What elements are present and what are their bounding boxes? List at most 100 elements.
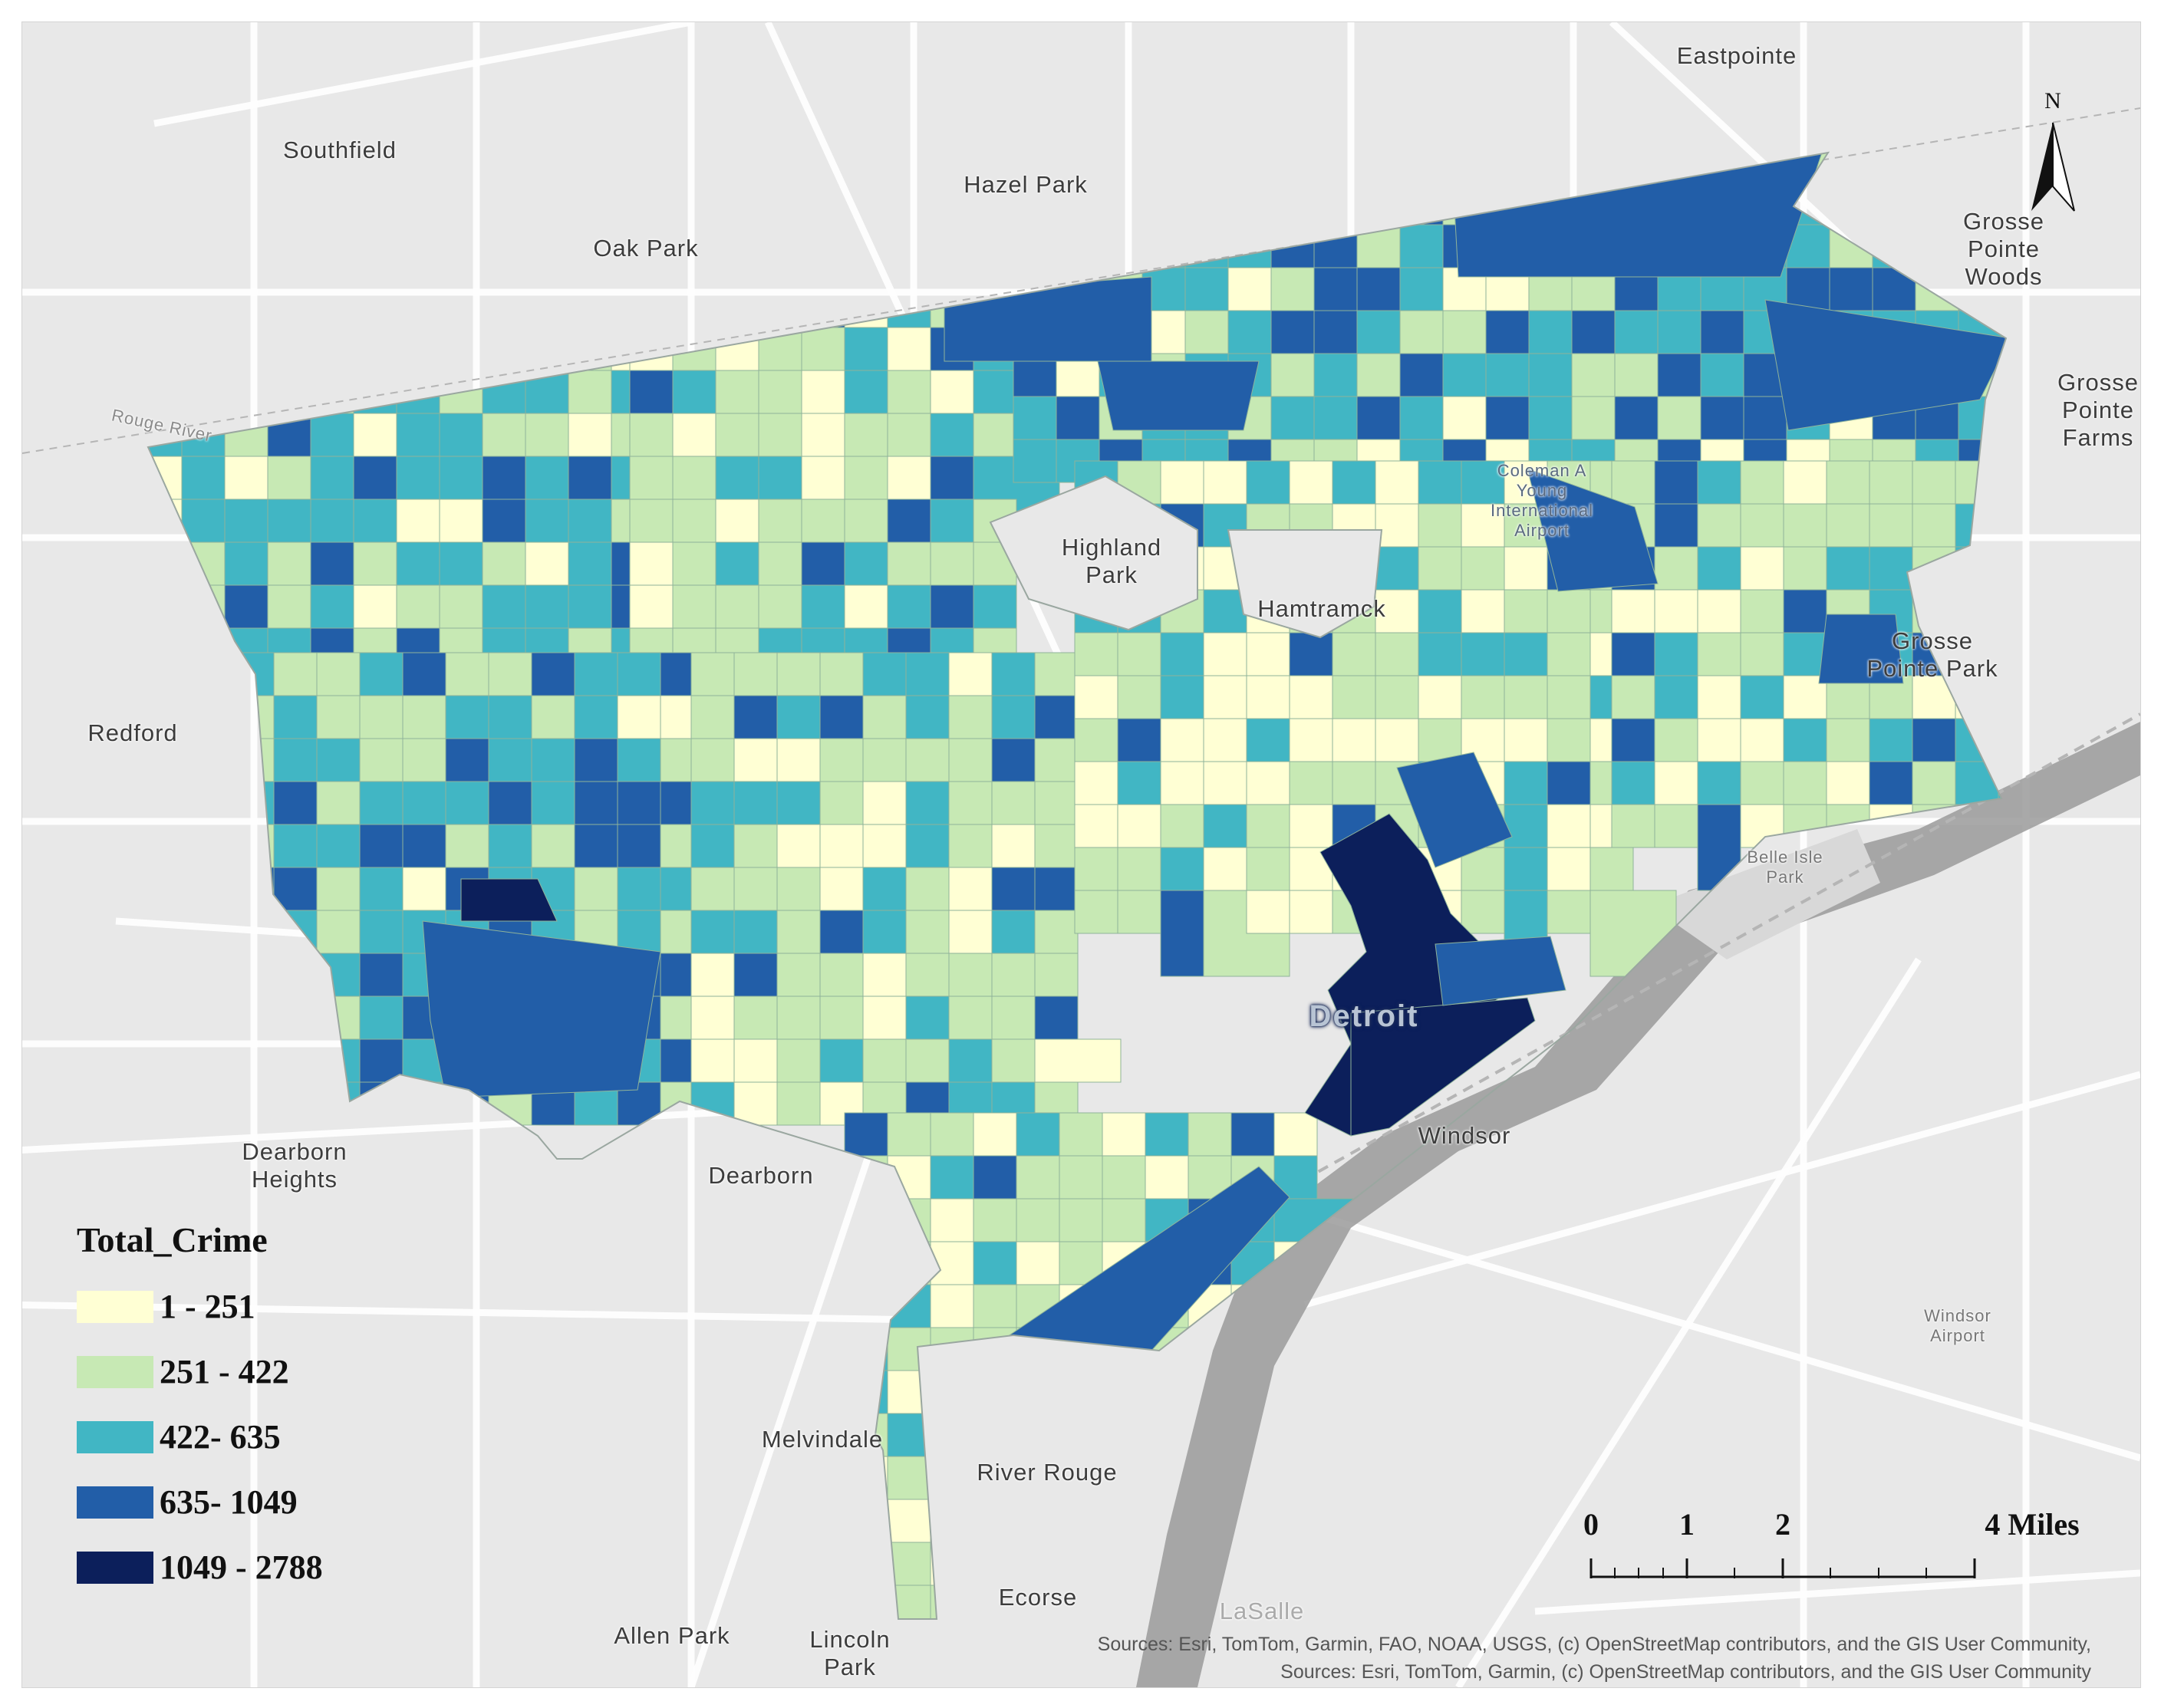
tract[interactable] bbox=[1117, 675, 1161, 719]
tract[interactable] bbox=[273, 738, 318, 782]
tract[interactable] bbox=[690, 996, 735, 1040]
tract[interactable] bbox=[948, 652, 993, 696]
tract[interactable] bbox=[402, 695, 446, 739]
tract[interactable] bbox=[733, 996, 778, 1040]
tract[interactable] bbox=[905, 1038, 950, 1083]
tract[interactable] bbox=[617, 695, 661, 739]
tract[interactable] bbox=[460, 878, 558, 922]
tract[interactable] bbox=[1203, 675, 1247, 719]
tract[interactable] bbox=[1697, 632, 1741, 676]
tract[interactable] bbox=[776, 781, 821, 825]
tract[interactable] bbox=[973, 1198, 1017, 1242]
tract[interactable] bbox=[844, 1456, 888, 1500]
tract[interactable] bbox=[844, 1327, 888, 1371]
tract[interactable] bbox=[776, 1038, 821, 1083]
tract[interactable] bbox=[1074, 761, 1118, 805]
tract[interactable] bbox=[396, 456, 440, 500]
tract[interactable] bbox=[690, 824, 735, 868]
tract[interactable] bbox=[1418, 718, 1462, 762]
tract[interactable] bbox=[359, 996, 404, 1040]
tract[interactable] bbox=[1915, 224, 1959, 268]
tract[interactable] bbox=[574, 824, 618, 868]
tract[interactable] bbox=[525, 327, 569, 371]
tract[interactable] bbox=[139, 627, 183, 672]
tract[interactable] bbox=[1435, 936, 1566, 1006]
tract[interactable] bbox=[1102, 1585, 1146, 1628]
tract[interactable] bbox=[1102, 1542, 1146, 1586]
tract[interactable] bbox=[1141, 139, 1229, 183]
tract[interactable] bbox=[1313, 267, 1358, 311]
tract[interactable] bbox=[439, 456, 483, 500]
tract[interactable] bbox=[1016, 1499, 1060, 1543]
tract[interactable] bbox=[1227, 224, 1272, 268]
tract[interactable] bbox=[1074, 804, 1118, 848]
tract[interactable] bbox=[1313, 353, 1358, 397]
tract[interactable] bbox=[1099, 139, 1143, 183]
tract[interactable] bbox=[1869, 761, 1913, 805]
tract[interactable] bbox=[1188, 1155, 1232, 1200]
tract[interactable] bbox=[1654, 804, 1698, 848]
tract[interactable] bbox=[1289, 718, 1333, 762]
tract[interactable] bbox=[973, 1542, 1017, 1586]
tract[interactable] bbox=[273, 652, 318, 696]
tract[interactable] bbox=[310, 541, 354, 586]
tract[interactable] bbox=[1375, 503, 1419, 548]
tract[interactable] bbox=[715, 499, 759, 543]
tract[interactable] bbox=[181, 370, 226, 414]
tract[interactable] bbox=[1547, 675, 1591, 719]
tract[interactable] bbox=[224, 327, 268, 371]
tract[interactable] bbox=[905, 953, 950, 997]
tract[interactable] bbox=[316, 910, 361, 954]
tract[interactable] bbox=[1141, 224, 1186, 268]
tract[interactable] bbox=[482, 413, 526, 457]
tract[interactable] bbox=[1289, 761, 1333, 805]
tract[interactable] bbox=[973, 1155, 1017, 1200]
tract[interactable] bbox=[948, 1038, 993, 1083]
tract[interactable] bbox=[488, 738, 532, 782]
tract[interactable] bbox=[1074, 890, 1118, 934]
tract[interactable] bbox=[819, 781, 864, 825]
tract[interactable] bbox=[1356, 139, 1401, 225]
tract[interactable] bbox=[1700, 310, 1744, 354]
tract[interactable] bbox=[439, 499, 483, 543]
tract[interactable] bbox=[1654, 589, 1698, 634]
tract[interactable] bbox=[617, 824, 661, 868]
tract[interactable] bbox=[445, 824, 489, 868]
tract[interactable] bbox=[1998, 546, 2041, 591]
tract[interactable] bbox=[445, 652, 489, 696]
tract[interactable] bbox=[1915, 181, 1959, 225]
tract[interactable] bbox=[1697, 761, 1741, 805]
tract[interactable] bbox=[1399, 224, 1444, 268]
tract[interactable] bbox=[1034, 910, 1079, 954]
tract[interactable] bbox=[758, 541, 802, 586]
tract[interactable] bbox=[1611, 718, 1655, 762]
tract[interactable] bbox=[1872, 181, 1916, 225]
tract[interactable] bbox=[733, 1038, 778, 1083]
tract[interactable] bbox=[629, 499, 674, 543]
tract[interactable] bbox=[1227, 181, 1272, 225]
tract[interactable] bbox=[445, 738, 489, 782]
tract[interactable] bbox=[672, 499, 716, 543]
tract[interactable] bbox=[1059, 1155, 1103, 1200]
tract[interactable] bbox=[887, 1155, 931, 1200]
tract[interactable] bbox=[316, 824, 361, 868]
tract[interactable] bbox=[862, 1038, 907, 1083]
tract[interactable] bbox=[776, 953, 821, 997]
tract[interactable] bbox=[1399, 310, 1444, 354]
tract[interactable] bbox=[531, 738, 575, 782]
tract[interactable] bbox=[359, 738, 404, 782]
tract[interactable] bbox=[930, 1112, 974, 1157]
tract[interactable] bbox=[224, 456, 268, 500]
tract[interactable] bbox=[948, 695, 993, 739]
tract[interactable] bbox=[973, 1628, 1016, 1687]
tract[interactable] bbox=[611, 284, 655, 371]
tract[interactable] bbox=[991, 996, 1036, 1040]
tract[interactable] bbox=[1203, 589, 1247, 634]
tract[interactable] bbox=[1743, 396, 1787, 440]
tract[interactable] bbox=[844, 584, 888, 629]
tract[interactable] bbox=[1697, 460, 1741, 505]
tract[interactable] bbox=[1141, 181, 1186, 225]
tract[interactable] bbox=[1332, 718, 1376, 762]
tract[interactable] bbox=[930, 1499, 974, 1586]
tract[interactable] bbox=[1356, 396, 1401, 440]
